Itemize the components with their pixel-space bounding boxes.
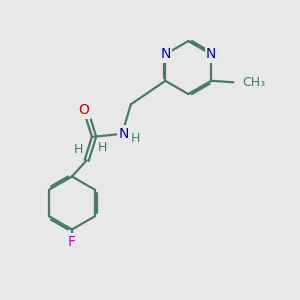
Text: O: O: [78, 103, 89, 117]
Text: CH₃: CH₃: [242, 76, 265, 89]
Text: N: N: [206, 47, 216, 61]
Text: H: H: [98, 141, 107, 154]
Text: H: H: [74, 142, 83, 156]
Text: N: N: [160, 47, 170, 61]
Text: N: N: [118, 127, 129, 141]
Text: F: F: [68, 235, 76, 249]
Text: H: H: [130, 132, 140, 145]
